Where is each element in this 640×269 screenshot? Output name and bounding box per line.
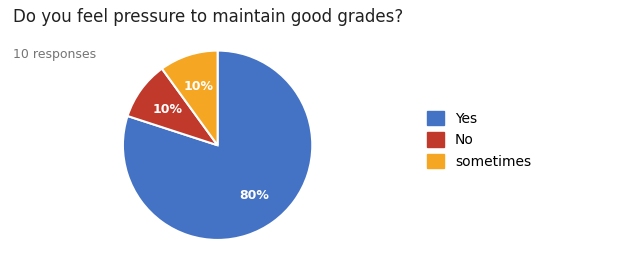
Text: 10%: 10%: [153, 102, 183, 116]
Text: Do you feel pressure to maintain good grades?: Do you feel pressure to maintain good gr…: [13, 8, 403, 26]
Text: 80%: 80%: [239, 189, 269, 201]
Legend: Yes, No, sometimes: Yes, No, sometimes: [423, 107, 535, 173]
Text: 10 responses: 10 responses: [13, 48, 96, 61]
Text: 10%: 10%: [184, 80, 214, 93]
Wedge shape: [162, 51, 218, 145]
Wedge shape: [123, 51, 312, 240]
Wedge shape: [127, 69, 218, 145]
